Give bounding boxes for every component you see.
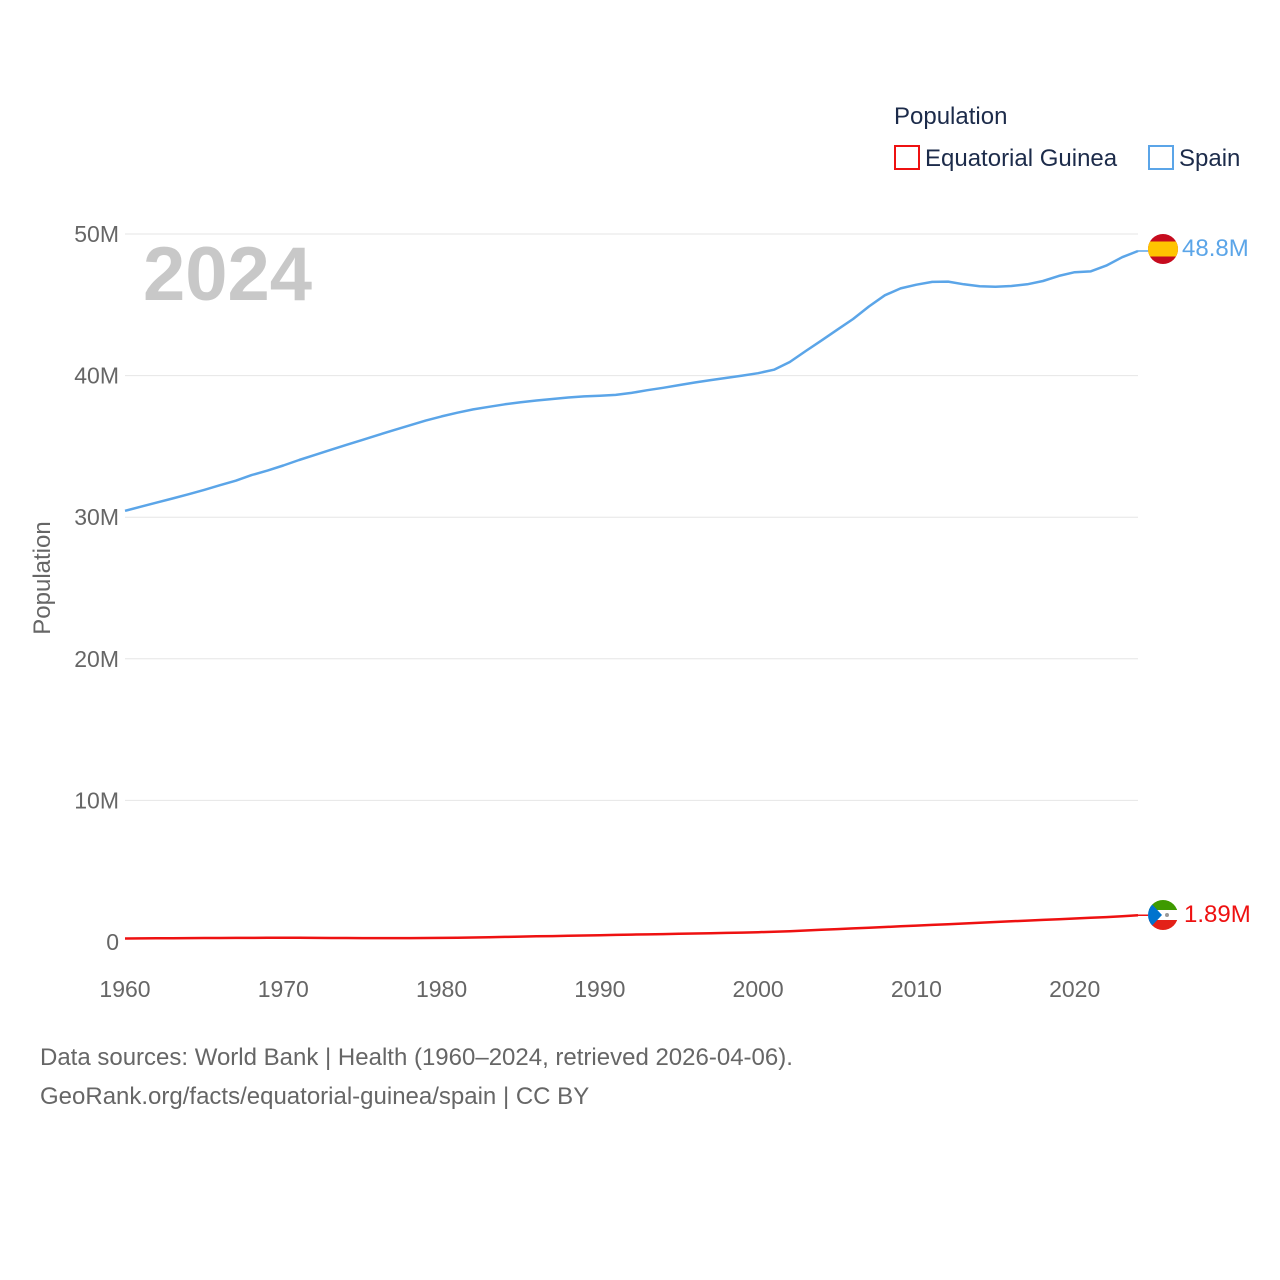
x-tick-label: 2000: [733, 976, 784, 1002]
attribution-link[interactable]: GeoRank.org/facts/equatorial-guinea/spai…: [40, 1083, 590, 1110]
legend-swatch-spain: [1148, 145, 1174, 170]
data-source-note: Data sources: World Bank | Health (1960–…: [40, 1044, 793, 1071]
y-tick-label: 30M: [74, 504, 119, 530]
y-axis-label: Population: [29, 521, 56, 634]
year-label: 2024: [143, 232, 312, 317]
y-tick-label: 50M: [74, 221, 119, 247]
legend-item-equatorial-guinea[interactable]: Equatorial Guinea: [894, 145, 1118, 172]
legend-label-equatorial-guinea: Equatorial Guinea: [925, 145, 1118, 172]
end-label-spain: 48.8M: [1182, 235, 1249, 262]
legend-item-spain[interactable]: Spain: [1148, 145, 1240, 172]
end-label-equatorial-guinea: 1.89M: [1184, 901, 1251, 928]
series-lines: [124, 249, 1148, 940]
legend-title: Population: [894, 103, 1007, 130]
x-tick-label: 1970: [258, 976, 309, 1002]
x-axis-ticks: 1960 1970 1980 1990 2000 2010 2020: [99, 976, 1100, 1002]
gridlines: [125, 233, 1138, 801]
series-line-equatorial-guinea[interactable]: [124, 913, 1139, 940]
x-tick-label: 1980: [416, 976, 467, 1002]
y-tick-label: 20M: [74, 646, 119, 672]
equatorial-guinea-flag-icon: [1148, 900, 1178, 930]
series-line-spain[interactable]: [124, 249, 1139, 513]
x-tick-label: 1990: [574, 976, 625, 1002]
y-tick-label: 40M: [74, 363, 119, 389]
x-tick-label: 2010: [891, 976, 942, 1002]
legend-label-spain: Spain: [1179, 145, 1240, 172]
y-tick-label: 10M: [74, 787, 119, 813]
legend-swatch-equatorial-guinea: [894, 145, 920, 170]
x-tick-label: 1960: [99, 976, 150, 1002]
x-tick-label: 2020: [1049, 976, 1100, 1002]
spain-flag-icon: [1148, 234, 1178, 264]
y-tick-label: 0: [106, 929, 119, 955]
y-axis-ticks: 0 10M 20M 30M 40M 50M: [74, 221, 119, 955]
